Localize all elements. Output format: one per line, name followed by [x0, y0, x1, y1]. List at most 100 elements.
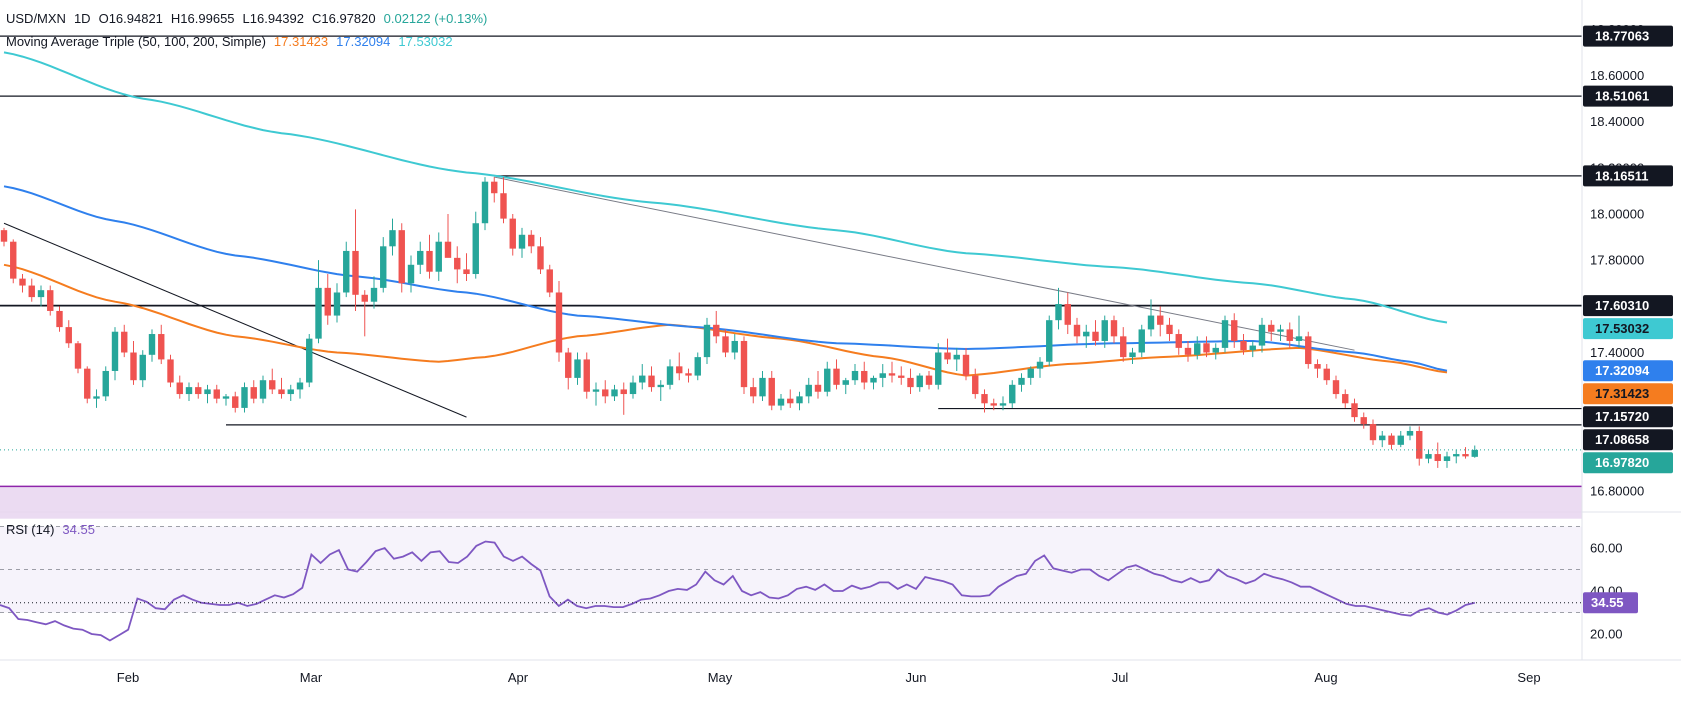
candle[interactable]: [481, 177, 489, 231]
candle[interactable]: [1305, 331, 1312, 369]
candle[interactable]: [1064, 292, 1071, 335]
ma-indicator-label[interactable]: Moving Average Triple (50, 100, 200, Sim…: [6, 34, 266, 49]
candle[interactable]: [1434, 442, 1441, 468]
candle[interactable]: [47, 285, 54, 316]
candle[interactable]: [685, 368, 692, 383]
candle[interactable]: [102, 366, 109, 401]
price-tag[interactable]: 17.31423: [1583, 383, 1673, 405]
rsi-value-tag[interactable]: 34.55: [1583, 592, 1638, 614]
candle[interactable]: [713, 310, 720, 344]
price-tag[interactable]: 17.32094: [1583, 360, 1673, 382]
candle[interactable]: [1231, 313, 1238, 348]
candle[interactable]: [676, 352, 683, 381]
candle[interactable]: [407, 255, 415, 293]
candle[interactable]: [648, 366, 655, 392]
price-axis[interactable]: 16.8000017.0000017.2000017.4000017.60000…: [1581, 0, 1673, 660]
candle[interactable]: [1277, 324, 1284, 341]
candle[interactable]: [148, 329, 156, 362]
candle[interactable]: [944, 338, 951, 365]
candle[interactable]: [1462, 447, 1469, 459]
candle[interactable]: [1046, 315, 1053, 367]
candle[interactable]: [1314, 359, 1321, 378]
candle[interactable]: [592, 382, 600, 406]
candle[interactable]: [694, 352, 701, 381]
candle[interactable]: [111, 327, 119, 381]
symbol-label[interactable]: USD/MXN: [6, 11, 66, 26]
candle[interactable]: [842, 377, 849, 395]
candle[interactable]: [620, 382, 627, 415]
candle[interactable]: [213, 384, 220, 404]
candle[interactable]: [56, 306, 63, 332]
candle[interactable]: [953, 347, 960, 371]
candle[interactable]: [306, 334, 313, 388]
candle[interactable]: [361, 290, 368, 337]
candle[interactable]: [176, 375, 183, 399]
candle[interactable]: [1157, 306, 1164, 337]
candle[interactable]: [1453, 449, 1460, 464]
candle[interactable]: [398, 223, 405, 293]
candle[interactable]: [583, 352, 590, 399]
candle[interactable]: [1323, 364, 1330, 385]
candle[interactable]: [463, 253, 470, 281]
candle[interactable]: [509, 214, 516, 256]
candle[interactable]: [879, 364, 886, 388]
candle[interactable]: [962, 347, 970, 381]
candle[interactable]: [370, 276, 378, 309]
candle[interactable]: [269, 368, 276, 395]
candle[interactable]: [602, 380, 609, 404]
candle[interactable]: [1203, 336, 1210, 358]
candle[interactable]: [158, 324, 165, 365]
price-tag[interactable]: 18.16511: [1583, 165, 1673, 187]
candle[interactable]: [740, 336, 748, 395]
candle[interactable]: [1332, 375, 1340, 399]
candle[interactable]: [259, 375, 267, 404]
candle[interactable]: [1249, 340, 1256, 358]
candle[interactable]: [999, 396, 1007, 411]
candle[interactable]: [1342, 389, 1349, 408]
candle[interactable]: [518, 227, 526, 258]
candle[interactable]: [925, 370, 933, 390]
candle[interactable]: [10, 239, 17, 284]
candle[interactable]: [777, 394, 785, 411]
candle[interactable]: [1295, 315, 1303, 348]
price-tag[interactable]: 16.97820: [1583, 452, 1673, 474]
price-pane[interactable]: [0, 35, 1681, 519]
candle[interactable]: [37, 285, 45, 307]
candle[interactable]: [1110, 315, 1118, 344]
candle[interactable]: [555, 280, 563, 362]
candle[interactable]: [250, 380, 257, 404]
candle[interactable]: [185, 382, 193, 401]
candle[interactable]: [352, 209, 359, 311]
candle[interactable]: [1036, 357, 1044, 378]
candle[interactable]: [1397, 430, 1404, 448]
candle[interactable]: [426, 234, 433, 279]
candle[interactable]: [130, 340, 137, 385]
candle[interactable]: [870, 375, 877, 390]
candle[interactable]: [888, 361, 896, 383]
candle[interactable]: [759, 370, 766, 401]
candle[interactable]: [629, 375, 637, 399]
candle[interactable]: [805, 377, 812, 404]
candle[interactable]: [1286, 322, 1293, 348]
candle[interactable]: [1425, 449, 1432, 464]
candle[interactable]: [491, 177, 498, 203]
candle[interactable]: [981, 389, 988, 413]
candle[interactable]: [1388, 433, 1395, 450]
candle[interactable]: [1416, 426, 1423, 466]
candle[interactable]: [528, 230, 535, 254]
candle[interactable]: [1055, 287, 1062, 330]
candle[interactable]: [1351, 398, 1358, 422]
candle[interactable]: [1073, 317, 1081, 344]
candle[interactable]: [1268, 320, 1275, 341]
price-tag[interactable]: 17.08658: [1583, 429, 1673, 451]
candle[interactable]: [1379, 430, 1386, 448]
candle[interactable]: [537, 237, 544, 275]
candle[interactable]: [703, 317, 711, 365]
ma200-line[interactable]: [3, 51, 1448, 324]
candle[interactable]: [232, 391, 239, 413]
candle[interactable]: [1009, 380, 1016, 408]
candle[interactable]: [750, 377, 757, 404]
candle[interactable]: [333, 283, 341, 323]
candle[interactable]: [898, 366, 905, 385]
